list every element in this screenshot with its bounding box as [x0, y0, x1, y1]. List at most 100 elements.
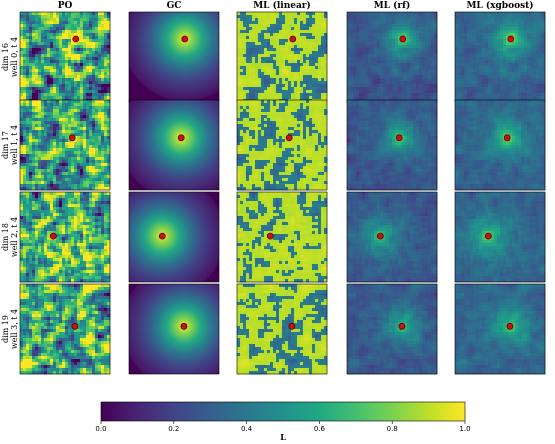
heatmap-cell: [243, 21, 246, 24]
heatmap-cell: [80, 90, 83, 93]
heatmap-cell: [53, 103, 56, 106]
heatmap-cell: [395, 72, 398, 75]
heatmap-cell: [243, 45, 246, 48]
heatmap-cell: [38, 175, 41, 178]
heatmap-cell: [321, 78, 324, 81]
heatmap-cell: [80, 145, 83, 148]
heatmap-cell: [71, 51, 74, 54]
heatmap-cell: [273, 87, 276, 90]
heatmap-cell: [32, 21, 35, 24]
heatmap-cell: [482, 69, 485, 72]
heatmap-cell: [80, 12, 83, 15]
heatmap-cell: [53, 84, 56, 87]
heatmap-cell: [252, 36, 255, 39]
heatmap-cell: [35, 109, 38, 112]
heatmap-cell: [398, 21, 401, 24]
heatmap-cell: [473, 78, 476, 81]
heatmap-cell: [485, 48, 488, 51]
heatmap-cell: [279, 42, 282, 45]
heatmap-cell: [536, 12, 539, 15]
heatmap-cell: [47, 127, 50, 130]
heatmap-cell: [461, 87, 464, 90]
row-label-dim: dim 17: [1, 131, 10, 159]
heatmap-cell: [71, 172, 74, 175]
heatmap-cell: [101, 90, 104, 93]
heatmap-cell: [276, 133, 279, 136]
heatmap-cell: [533, 60, 536, 63]
heatmap-cell: [509, 66, 512, 69]
heatmap-cell: [246, 127, 249, 130]
heatmap-cell: [23, 18, 26, 21]
heatmap-cell: [41, 66, 44, 69]
heatmap-cell: [482, 75, 485, 78]
heatmap-cell: [458, 66, 461, 69]
heatmap-cell: [89, 130, 92, 133]
heatmap-cell: [53, 45, 56, 48]
heatmap-cell: [539, 72, 542, 75]
heatmap-cell: [306, 18, 309, 21]
heatmap-cell: [249, 112, 252, 115]
heatmap-cell: [359, 39, 362, 42]
heatmap-cell: [35, 63, 38, 66]
heatmap-cell: [47, 21, 50, 24]
heatmap-cell: [398, 42, 401, 45]
heatmap-cell: [237, 145, 240, 148]
heatmap-cell: [497, 24, 500, 27]
heatmap-cell: [264, 54, 267, 57]
heatmap-cell: [413, 54, 416, 57]
heatmap-cell: [476, 63, 479, 66]
heatmap-cell: [285, 51, 288, 54]
heatmap-cell: [35, 81, 38, 84]
heatmap-cell: [44, 151, 47, 154]
heatmap-cell: [300, 24, 303, 27]
heatmap-cell: [318, 103, 321, 106]
heatmap-cell: [303, 130, 306, 133]
heatmap-cell: [276, 75, 279, 78]
heatmap-cell: [95, 124, 98, 127]
heatmap-cell: [41, 75, 44, 78]
heatmap-cell: [270, 48, 273, 51]
heatmap-cell: [53, 160, 56, 163]
heatmap-cell: [86, 145, 89, 148]
heatmap-cell: [83, 36, 86, 39]
heatmap-cell: [422, 45, 425, 48]
heatmap-cell: [488, 81, 491, 84]
heatmap-cell: [282, 118, 285, 121]
heatmap-cell: [503, 45, 506, 48]
heatmap-cell: [59, 139, 62, 142]
heatmap-cell: [282, 96, 285, 99]
heatmap-cell: [539, 57, 542, 60]
heatmap-cell: [368, 45, 371, 48]
heatmap-cell: [291, 75, 294, 78]
heatmap-cell: [243, 72, 246, 75]
heatmap-cell: [77, 109, 80, 112]
heatmap-cell: [482, 57, 485, 60]
heatmap-cell: [315, 121, 318, 124]
heatmap-cell: [533, 75, 536, 78]
heatmap-cell: [56, 133, 59, 136]
heatmap-cell: [374, 39, 377, 42]
heatmap-cell: [422, 15, 425, 18]
heatmap-cell: [252, 96, 255, 99]
heatmap-cell: [276, 115, 279, 118]
heatmap-cell: [56, 48, 59, 51]
heatmap-cell: [297, 90, 300, 93]
heatmap-cell: [255, 121, 258, 124]
heatmap-cell: [279, 33, 282, 36]
row-label: dim 18 well 2, t 4: [1, 217, 19, 257]
heatmap-cell: [80, 184, 83, 187]
heatmap-cell: [383, 18, 386, 21]
heatmap-cell: [276, 81, 279, 84]
heatmap-cell: [80, 66, 83, 69]
heatmap-cell: [431, 90, 434, 93]
heatmap-cell: [374, 57, 377, 60]
heatmap-cell: [506, 48, 509, 51]
heatmap-cell: [240, 93, 243, 96]
heatmap-cell: [419, 21, 422, 24]
heatmap-cell: [41, 39, 44, 42]
heatmap-cell: [306, 84, 309, 87]
heatmap-cell: [32, 100, 35, 103]
heatmap-cell: [23, 81, 26, 84]
heatmap-cell: [371, 18, 374, 21]
heatmap-cell: [315, 24, 318, 27]
